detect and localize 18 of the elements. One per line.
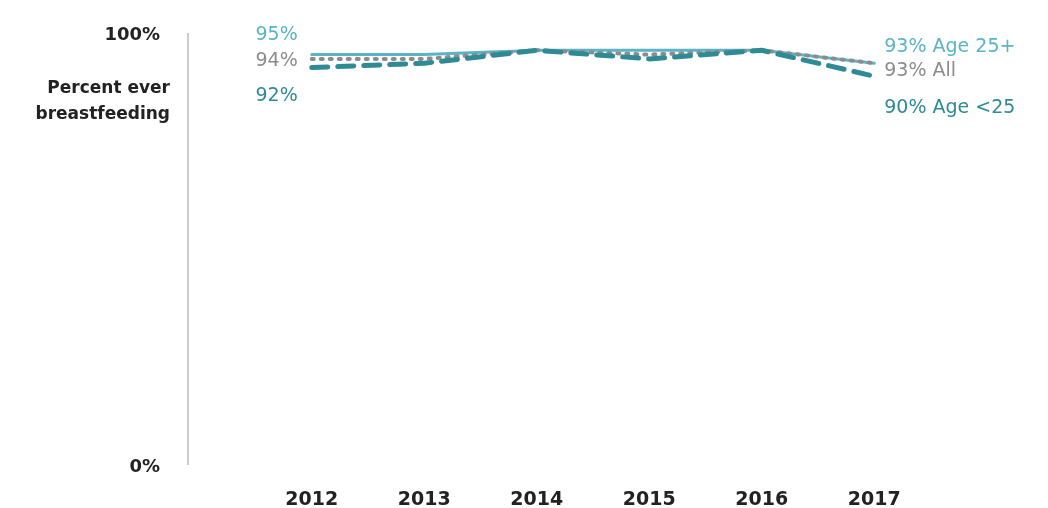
data-label: 93% <box>884 34 927 57</box>
y-axis-title: Percent ever breastfeeding <box>35 77 171 123</box>
data-label: 93% <box>884 58 927 81</box>
data-label: 92% <box>255 82 298 105</box>
x-tick-label: 2015 <box>622 487 676 508</box>
x-tick-label: 2016 <box>735 487 789 508</box>
text: All <box>932 58 957 81</box>
data-label: 94% <box>255 47 298 70</box>
text: Age 25+ <box>932 34 1016 57</box>
x-tick-label: 2017 <box>847 487 901 508</box>
data-label: 90% <box>884 95 927 118</box>
x-tick-label: 2012 <box>285 487 339 508</box>
x-tick-label: 2014 <box>510 487 564 508</box>
y-tick-label: 100% <box>104 23 160 44</box>
text: Age <25 <box>932 95 1016 118</box>
y-tick-label: 0% <box>129 455 160 476</box>
x-tick-label: 2013 <box>397 487 451 508</box>
data-label: 95% <box>255 21 298 44</box>
